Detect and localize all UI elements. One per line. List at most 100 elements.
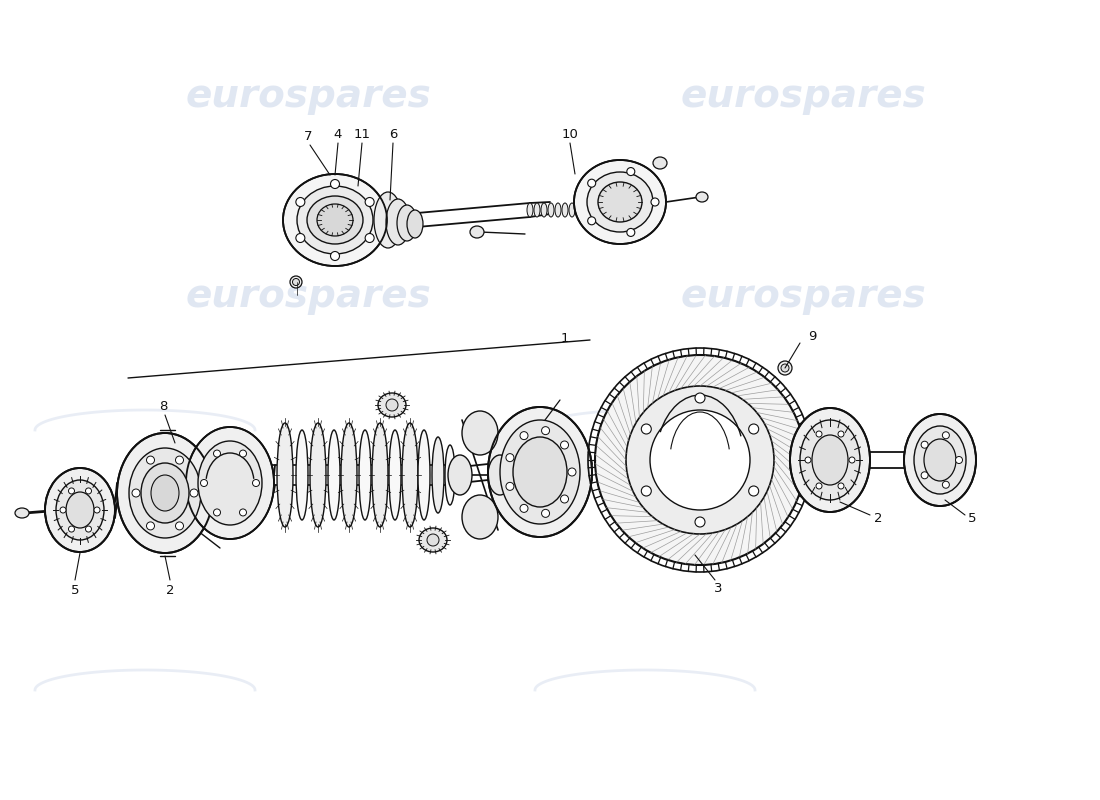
- Circle shape: [650, 410, 750, 510]
- Circle shape: [561, 495, 569, 503]
- Text: 6: 6: [388, 129, 397, 142]
- Circle shape: [386, 399, 398, 411]
- Ellipse shape: [45, 468, 116, 552]
- Circle shape: [695, 517, 705, 527]
- Circle shape: [146, 522, 154, 530]
- Circle shape: [132, 489, 140, 497]
- Ellipse shape: [151, 475, 179, 511]
- Ellipse shape: [534, 203, 540, 217]
- Circle shape: [240, 450, 246, 457]
- Ellipse shape: [800, 420, 860, 500]
- Ellipse shape: [359, 430, 371, 520]
- Text: eurospares: eurospares: [185, 77, 431, 115]
- Circle shape: [94, 507, 100, 513]
- Ellipse shape: [129, 448, 201, 538]
- Circle shape: [176, 522, 184, 530]
- Circle shape: [838, 483, 844, 489]
- Ellipse shape: [386, 199, 410, 245]
- Circle shape: [626, 386, 774, 534]
- Circle shape: [778, 361, 792, 375]
- Text: 5: 5: [968, 511, 977, 525]
- Ellipse shape: [448, 455, 472, 495]
- Circle shape: [641, 424, 651, 434]
- Ellipse shape: [374, 192, 401, 248]
- Ellipse shape: [141, 463, 189, 523]
- Circle shape: [541, 426, 550, 434]
- Circle shape: [520, 432, 528, 440]
- Text: 3: 3: [714, 582, 723, 594]
- Text: 9: 9: [807, 330, 816, 342]
- Text: 11: 11: [353, 129, 371, 142]
- Ellipse shape: [513, 437, 566, 507]
- Text: 10: 10: [562, 129, 579, 142]
- Circle shape: [561, 441, 569, 449]
- Text: eurospares: eurospares: [680, 277, 926, 315]
- Circle shape: [849, 457, 855, 463]
- Ellipse shape: [541, 203, 547, 217]
- Ellipse shape: [576, 203, 582, 217]
- Circle shape: [641, 486, 651, 496]
- Ellipse shape: [904, 414, 976, 506]
- Text: 1: 1: [561, 331, 570, 345]
- Ellipse shape: [307, 196, 363, 244]
- Ellipse shape: [56, 480, 104, 540]
- Ellipse shape: [198, 441, 262, 525]
- Ellipse shape: [527, 203, 534, 217]
- Circle shape: [805, 457, 811, 463]
- Circle shape: [427, 534, 439, 546]
- Text: 4: 4: [333, 129, 342, 142]
- Text: 8: 8: [158, 401, 167, 414]
- Ellipse shape: [924, 439, 956, 481]
- Circle shape: [695, 393, 705, 403]
- Ellipse shape: [15, 508, 29, 518]
- Ellipse shape: [372, 423, 388, 527]
- Ellipse shape: [297, 186, 373, 254]
- Circle shape: [86, 488, 91, 494]
- Circle shape: [921, 472, 928, 478]
- Circle shape: [506, 482, 514, 490]
- Ellipse shape: [653, 157, 667, 169]
- Circle shape: [86, 526, 91, 532]
- Ellipse shape: [562, 203, 568, 217]
- Ellipse shape: [117, 433, 213, 553]
- Ellipse shape: [378, 393, 406, 417]
- Circle shape: [587, 217, 596, 225]
- Circle shape: [595, 355, 805, 565]
- Circle shape: [68, 526, 75, 532]
- Circle shape: [240, 509, 246, 516]
- Ellipse shape: [488, 407, 592, 537]
- Text: 7: 7: [304, 130, 312, 143]
- Ellipse shape: [283, 174, 387, 266]
- Ellipse shape: [598, 182, 642, 222]
- Circle shape: [587, 179, 596, 187]
- Circle shape: [213, 509, 220, 516]
- Ellipse shape: [548, 203, 554, 217]
- Circle shape: [749, 424, 759, 434]
- Circle shape: [190, 489, 198, 497]
- Ellipse shape: [186, 427, 274, 539]
- Ellipse shape: [407, 210, 424, 238]
- Circle shape: [290, 276, 303, 288]
- Circle shape: [296, 234, 305, 242]
- Ellipse shape: [317, 204, 353, 236]
- Circle shape: [330, 251, 340, 261]
- Text: eurospares: eurospares: [680, 77, 926, 115]
- Circle shape: [330, 179, 340, 189]
- Ellipse shape: [446, 445, 455, 505]
- Ellipse shape: [432, 437, 444, 513]
- Ellipse shape: [328, 430, 340, 520]
- Ellipse shape: [500, 420, 580, 524]
- Circle shape: [956, 457, 962, 463]
- Circle shape: [749, 486, 759, 496]
- Circle shape: [200, 479, 208, 486]
- Circle shape: [816, 483, 822, 489]
- Circle shape: [627, 167, 635, 175]
- Circle shape: [651, 198, 659, 206]
- Circle shape: [176, 456, 184, 464]
- Ellipse shape: [462, 495, 498, 539]
- Text: eurospares: eurospares: [185, 277, 431, 315]
- Ellipse shape: [556, 203, 561, 217]
- Circle shape: [541, 510, 550, 518]
- Circle shape: [506, 454, 514, 462]
- Circle shape: [296, 198, 305, 206]
